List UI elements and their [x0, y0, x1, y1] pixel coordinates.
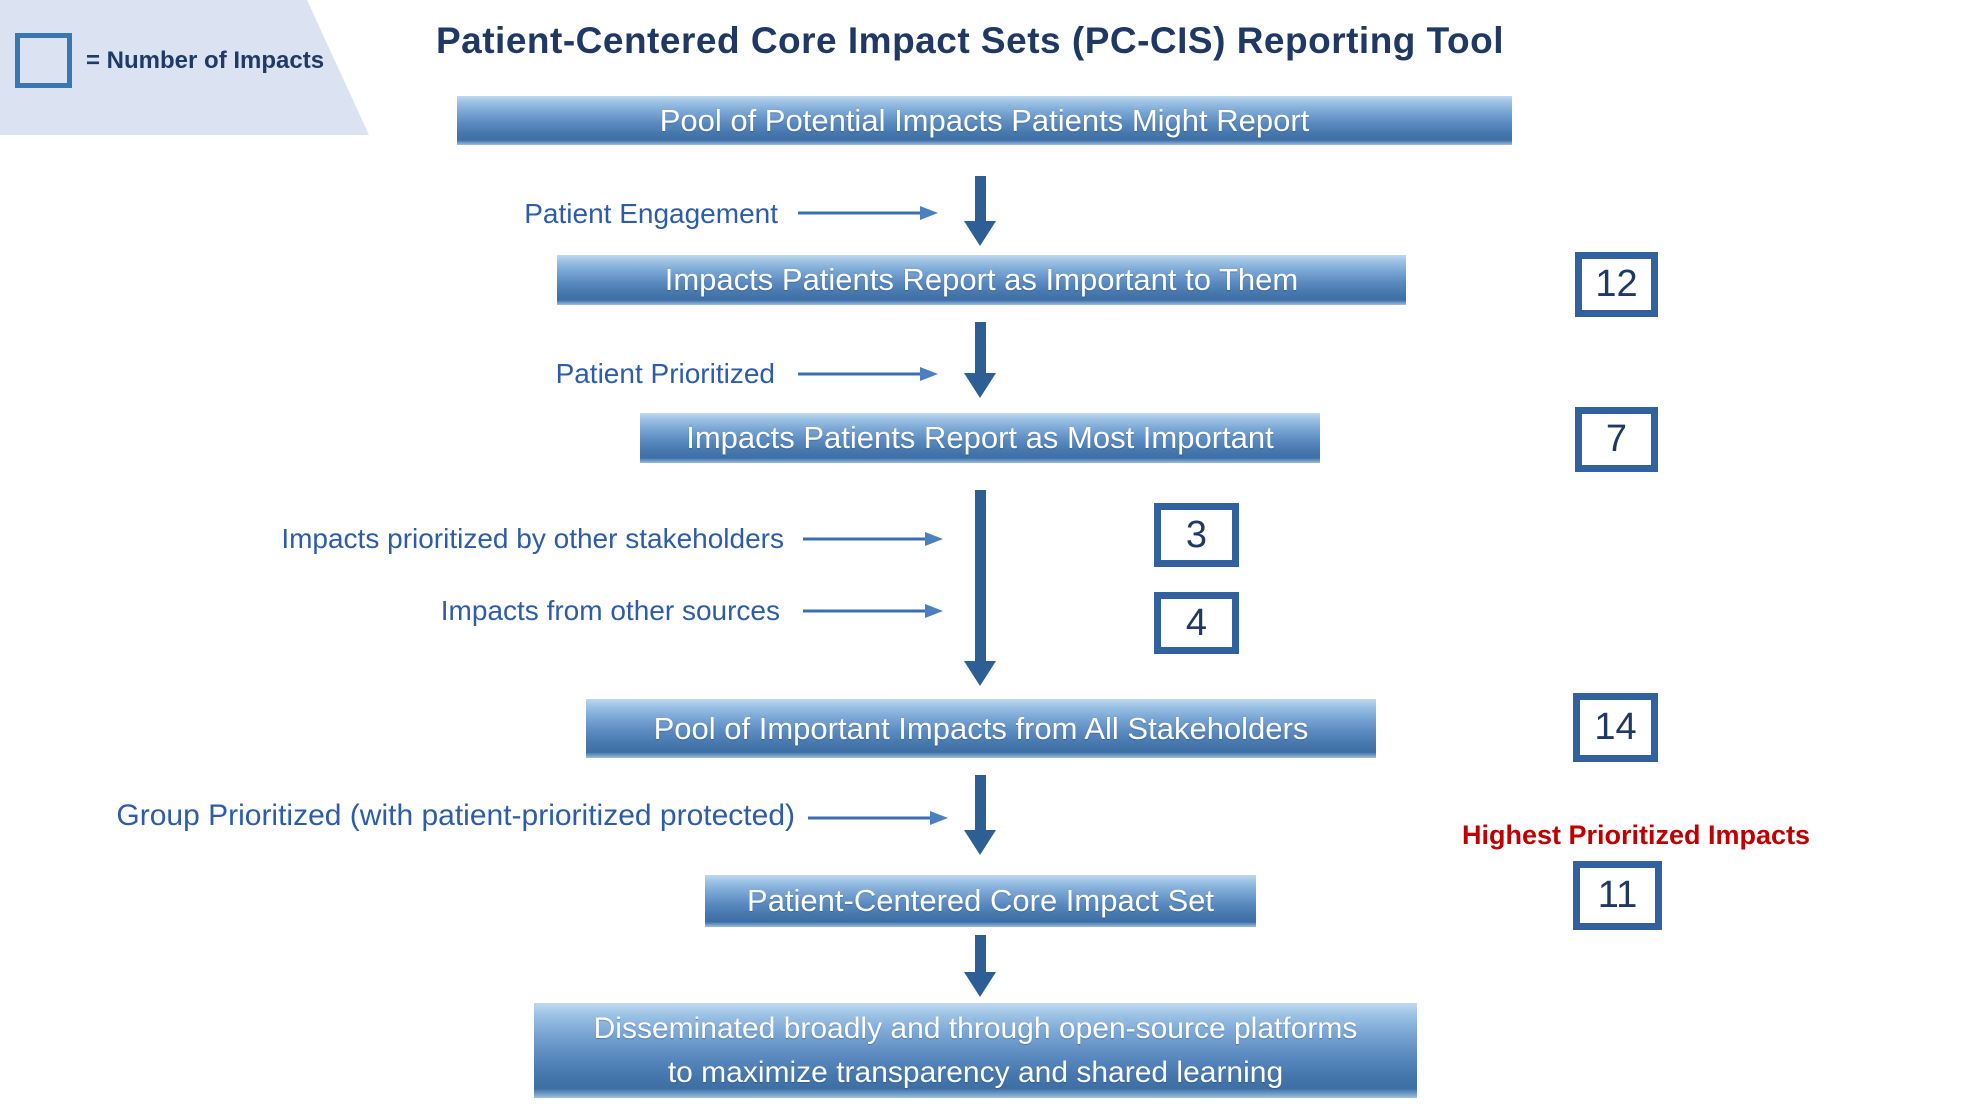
legend-panel: = Number of Impacts	[0, 0, 369, 135]
node-label: Impacts Patients Report as Most Importan…	[686, 420, 1274, 455]
count-value: 11	[1597, 874, 1638, 916]
label-impacts-prioritized-by-other-stakeholders: Impacts prioritized by other stakeholder…	[281, 523, 784, 554]
node-label-line2: to maximize transparency and shared lear…	[667, 1055, 1284, 1089]
legend-count-box-icon	[15, 33, 72, 88]
count-value: 12	[1595, 263, 1638, 305]
arrow-shaft	[974, 775, 986, 830]
count-box-impacts-important: 12	[1575, 252, 1658, 317]
arrow-shaft	[974, 176, 986, 221]
node-label: Impacts Patients Report as Important to …	[664, 262, 1299, 297]
count-value: 3	[1185, 513, 1208, 556]
page-title: Patient-Centered Core Impact Sets (PC-CI…	[435, 20, 1505, 61]
count-box-other-stakeholders: 3	[1154, 503, 1239, 567]
arrow-head	[964, 972, 996, 997]
node-impacts-important-to-patients: Impacts Patients Report as Important to …	[557, 255, 1406, 305]
arrow-head	[964, 661, 996, 686]
down-arrow-icon	[964, 322, 996, 398]
highest-prioritized-impacts-label: Highest Prioritized Impacts	[1462, 820, 1811, 850]
arrow-head	[964, 221, 996, 246]
legend-label: = Number of Impacts	[86, 47, 325, 74]
arrow-shaft	[974, 490, 986, 661]
down-arrow-icon	[964, 490, 996, 686]
right-arrow-icon	[803, 604, 943, 618]
label-patient-engagement: Patient Engagement	[524, 198, 778, 229]
label-patient-prioritized: Patient Prioritized	[555, 358, 775, 389]
node-label-line1: Disseminated broadly and through open-so…	[593, 1011, 1358, 1045]
node-label: Pool of Important Impacts from All Stake…	[653, 710, 1309, 746]
node-disseminated-broadly: Disseminated broadly and through open-so…	[534, 1003, 1417, 1098]
count-box-other-sources: 4	[1154, 592, 1239, 654]
right-arrow-icon	[808, 811, 948, 825]
label-impacts-from-other-sources: Impacts from other sources	[440, 595, 780, 626]
arrow-shaft	[974, 935, 986, 972]
label-group-prioritized: Group Prioritized (with patient-prioriti…	[116, 799, 795, 832]
node-label: Patient-Centered Core Impact Set	[747, 883, 1214, 918]
node-pool-impacts-all-stakeholders: Pool of Important Impacts from All Stake…	[586, 699, 1376, 758]
arrow-shaft	[974, 322, 986, 373]
right-arrow-icon	[798, 367, 938, 381]
right-arrow-icon	[803, 532, 943, 546]
down-arrow-icon	[964, 176, 996, 246]
arrow-head	[964, 830, 996, 855]
node-pool-of-potential-impacts: Pool of Potential Impacts Patients Might…	[457, 96, 1512, 145]
down-arrow-icon	[964, 935, 996, 997]
node-patient-centered-core-impact-set: Patient-Centered Core Impact Set	[705, 875, 1256, 927]
count-value: 14	[1594, 706, 1637, 748]
count-box-pccis: 11	[1573, 861, 1662, 930]
down-arrow-icon	[964, 775, 996, 855]
right-arrow-icon	[798, 206, 938, 220]
node-label: Pool of Potential Impacts Patients Might…	[659, 102, 1310, 138]
count-box-impacts-most-important: 7	[1575, 407, 1658, 472]
node-impacts-most-important: Impacts Patients Report as Most Importan…	[640, 413, 1320, 463]
count-value: 7	[1605, 418, 1628, 460]
count-box-pool-all-stakeholders: 14	[1573, 693, 1658, 762]
arrow-head	[964, 373, 996, 398]
count-value: 4	[1185, 601, 1208, 644]
